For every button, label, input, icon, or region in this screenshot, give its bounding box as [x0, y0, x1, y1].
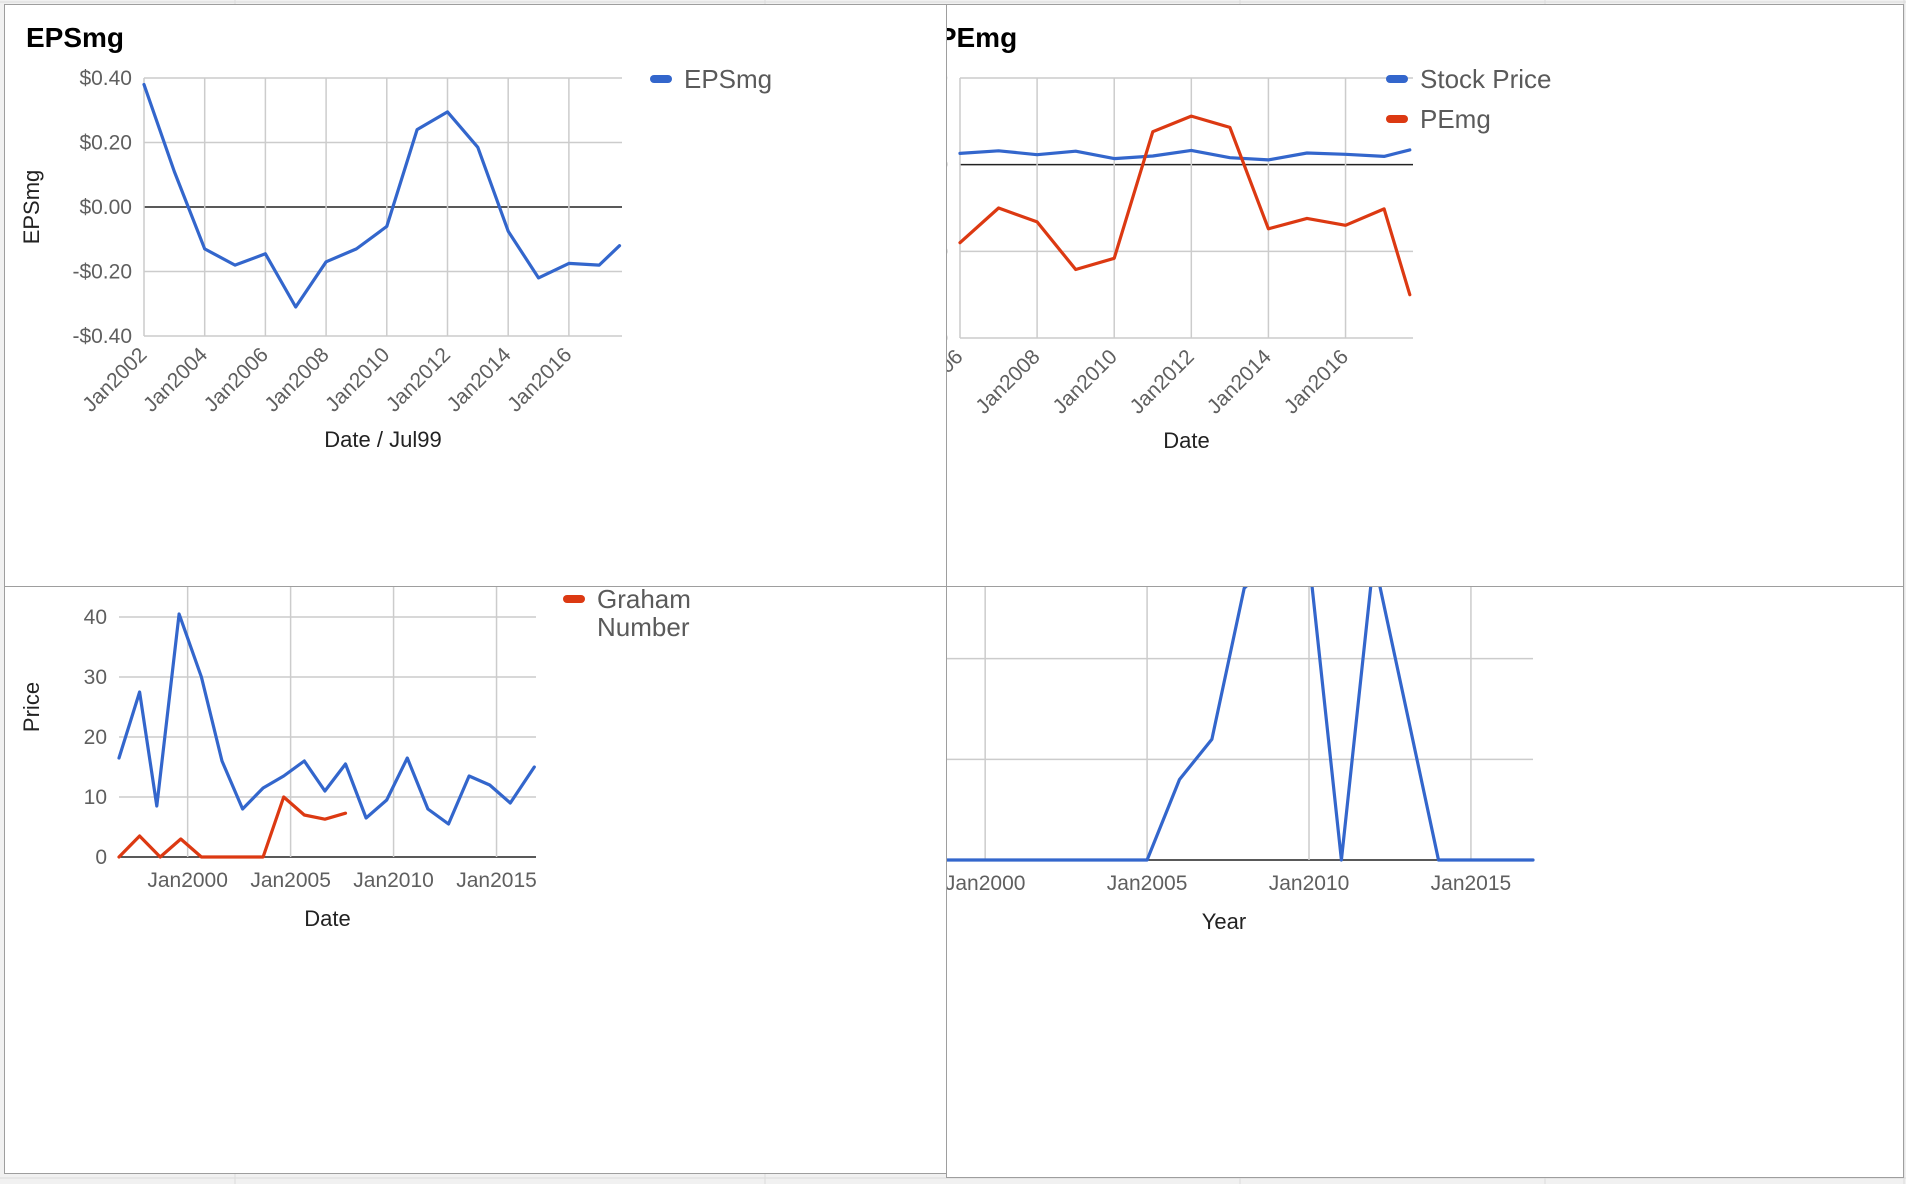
y-tick-label: 0 — [95, 846, 107, 869]
x-tick-label: Jan2012 — [382, 343, 455, 416]
y-tick-label: 0 — [947, 154, 948, 177]
chart-price-pemg: Price and PEmg 100 0 -100 -200Jan2006Jan2008… — [947, 22, 1552, 453]
legend-item-pemg[interactable]: PEmg — [1386, 104, 1491, 134]
chart-dividend: Dividend History$0.30$0.20$0.10$0.00Jan2… — [947, 587, 1535, 934]
x-tick-label: Jan2010 — [321, 343, 394, 416]
series-line-graham-number[interactable] — [117, 795, 348, 859]
legend-item-epsmg[interactable]: EPSmg — [650, 64, 772, 94]
y-tick-label: -100 — [947, 240, 948, 263]
legend-label: Stock Price — [1420, 64, 1552, 94]
chart-epsmg: EPSmg$0.40$0.20$0.00-$0.20-$0.40Jan2002J… — [19, 22, 772, 452]
legend-swatch — [1386, 75, 1408, 83]
x-tick-label: Jan2006 — [947, 345, 968, 418]
x-tick-label: Jan2010 — [353, 869, 434, 892]
x-tick-label: Jan2015 — [456, 869, 537, 892]
chart-panel-epsmg[interactable]: EPSmg $0.40 $0.20 $0.00 -$0.20 -$0.40 Jan2002 J… — [4, 4, 948, 588]
x-axis-title: Date — [1163, 428, 1209, 453]
x-tick-label: Jan2016 — [1280, 345, 1353, 418]
x-axis-title: Year — [1202, 909, 1246, 934]
y-tick-label: 40 — [84, 606, 107, 629]
legend-label: EPSmg — [684, 64, 772, 94]
x-tick-label: Jan2005 — [250, 869, 331, 892]
x-tick-label: Jan2016 — [503, 343, 576, 416]
legend-label: Graham Number — [597, 587, 691, 642]
series-line-series[interactable] — [947, 587, 1535, 862]
y-tick-label: -200 — [947, 327, 948, 350]
x-tick-label: Jan2000 — [947, 872, 1025, 895]
y-tick-label: -$0.40 — [72, 325, 132, 348]
series-line-stock-price[interactable] — [117, 612, 536, 826]
x-tick-label: Jan2010 — [1049, 345, 1122, 418]
y-tick-label: $0.00 — [79, 196, 132, 219]
legend-label: PEmg — [1420, 104, 1491, 134]
chart-title: Price and PEmg — [947, 22, 1017, 53]
chart-graham: Graham Number and Stock Price50403020100… — [19, 587, 691, 931]
x-tick-label: Jan2015 — [1431, 872, 1512, 895]
x-tick-label: Jan2005 — [1107, 872, 1188, 895]
legend-swatch — [563, 595, 585, 603]
chart-panel-dividend[interactable]: Dividend History$0.30$0.20$0.10$0.00Jan2… — [946, 586, 1904, 1178]
x-tick-label: Jan2000 — [147, 869, 228, 892]
y-tick-label: $0.20 — [79, 132, 132, 155]
y-axis-title: EPSmg — [19, 170, 44, 245]
x-axis-title: Date — [304, 906, 350, 931]
chart-title: EPSmg — [26, 22, 124, 53]
legend-swatch — [650, 75, 672, 83]
x-tick-label: Jan2014 — [1203, 345, 1276, 418]
series-line-epsmg[interactable] — [142, 82, 622, 309]
y-tick-label: 10 — [84, 786, 107, 809]
y-tick-label: -$0.20 — [72, 261, 132, 284]
legend-item-stock-price[interactable]: Stock Price — [1386, 64, 1552, 94]
y-tick-label: 100 — [947, 67, 948, 90]
x-tick-label: Jan2002 — [78, 343, 151, 416]
y-axis-title: Price — [19, 682, 44, 732]
x-tick-label: Jan2008 — [260, 343, 333, 416]
y-tick-label: $0.40 — [79, 67, 132, 90]
x-tick-label: Jan2014 — [442, 343, 515, 416]
chart-panel-graham[interactable]: Graham Number and Stock Price50403020100… — [4, 586, 948, 1174]
x-tick-label: Jan2006 — [200, 343, 273, 416]
chart-panel-price-pemg[interactable]: Price and PEmg 100 0 -100 -200Jan2006Jan2008… — [946, 4, 1904, 588]
x-tick-label: Jan2010 — [1269, 872, 1350, 895]
x-axis-title: Date / Jul99 — [324, 427, 441, 452]
y-tick-label: 20 — [84, 726, 107, 749]
x-tick-label: Jan2004 — [139, 343, 212, 416]
legend-item-graham-number[interactable]: Graham Number — [563, 587, 691, 642]
y-tick-label: 30 — [84, 666, 107, 689]
series-line-stock-price[interactable] — [958, 148, 1412, 162]
legend-swatch — [1386, 115, 1408, 123]
x-tick-label: Jan2012 — [1126, 345, 1199, 418]
series-line-pemg[interactable] — [958, 114, 1412, 297]
x-tick-label: Jan2008 — [971, 345, 1044, 418]
